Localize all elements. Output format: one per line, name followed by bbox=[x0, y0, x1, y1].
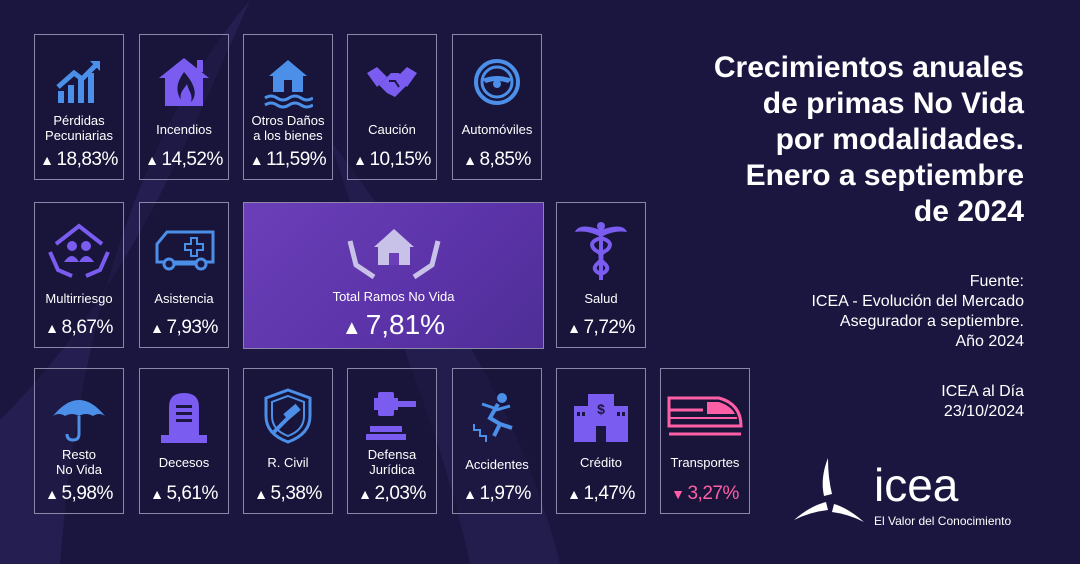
up-arrow-icon: ▲ bbox=[358, 486, 372, 502]
up-arrow-icon: ▲ bbox=[254, 486, 268, 502]
tile-label: Defensa Jurídica bbox=[367, 447, 417, 477]
house-in-hands-icon bbox=[244, 221, 543, 285]
growth-value: ▼ 3,27% bbox=[671, 483, 739, 504]
up-arrow-icon: ▲ bbox=[341, 317, 362, 339]
up-arrow-icon: ▲ bbox=[150, 320, 164, 336]
growth-value: ▲ 8,85% bbox=[463, 149, 531, 170]
caduceus-icon bbox=[557, 217, 645, 283]
tile-r-civil: R. Civil ▲ 5,38% bbox=[243, 368, 333, 514]
tile-label: Decesos bbox=[158, 455, 210, 470]
tile-label: Automóviles bbox=[461, 122, 533, 137]
shield-gavel-icon bbox=[244, 383, 332, 449]
page-title: Crecimientos anuales de primas No Vida p… bbox=[713, 51, 1024, 228]
publication-date: ICEA al Día 23/10/2024 bbox=[941, 383, 1024, 420]
total-label: Total Ramos No Vida bbox=[332, 289, 455, 304]
growth-value: ▲ 5,38% bbox=[254, 483, 322, 504]
up-arrow-icon: ▲ bbox=[463, 152, 477, 168]
logo-tagline: El Valor del Conocimiento bbox=[874, 514, 1012, 528]
tile-decesos: Decesos ▲ 5,61% bbox=[139, 368, 229, 514]
tile-label: Crédito bbox=[580, 455, 622, 470]
house-flood-icon bbox=[244, 49, 332, 115]
down-arrow-icon: ▼ bbox=[671, 486, 685, 502]
up-arrow-icon: ▲ bbox=[567, 320, 581, 336]
tile-label: Pérdidas Pecuniarias bbox=[45, 113, 113, 143]
tile-incendios: Incendios ▲ 14,52% bbox=[139, 34, 229, 180]
tile-otros-danos: Otros Daños a los bienes ▲ 11,59% bbox=[243, 34, 333, 180]
family-in-hands-icon bbox=[35, 217, 123, 283]
tile-defensa-juridica: Defensa Jurídica ▲ 2,03% bbox=[347, 368, 437, 514]
steering-wheel-icon bbox=[453, 49, 541, 115]
gavel-icon bbox=[348, 383, 436, 449]
growth-chart-icon bbox=[35, 49, 123, 115]
tile-salud: Salud ▲ 7,72% bbox=[556, 202, 646, 348]
growth-value: ▲ 1,97% bbox=[463, 483, 531, 504]
up-arrow-icon: ▲ bbox=[145, 152, 159, 168]
tile-label: Resto No Vida bbox=[55, 447, 102, 477]
tile-label: Salud bbox=[584, 291, 618, 306]
growth-value: ▲ 10,15% bbox=[353, 149, 431, 170]
tile-asistencia: Asistencia ▲ 7,93% bbox=[139, 202, 229, 348]
umbrella-icon bbox=[35, 383, 123, 449]
up-arrow-icon: ▲ bbox=[150, 486, 164, 502]
up-arrow-icon: ▲ bbox=[45, 486, 59, 502]
falling-person-icon bbox=[453, 383, 541, 449]
tile-credito: $ Crédito ▲ 1,47% bbox=[556, 368, 646, 514]
tile-caucion: Caución ▲ 10,15% bbox=[347, 34, 437, 180]
up-arrow-icon: ▲ bbox=[249, 152, 264, 168]
source-note: Fuente: ICEA - Evolución del Mercado Ase… bbox=[811, 273, 1024, 350]
tile-resto-no-vida: Resto No Vida ▲ 5,98% bbox=[34, 368, 124, 514]
tombstone-icon bbox=[140, 383, 228, 449]
tile-automoviles: Automóviles ▲ 8,85% bbox=[452, 34, 542, 180]
svg-text:$: $ bbox=[597, 401, 605, 417]
total-value: ▲ 7,81% bbox=[341, 309, 446, 340]
tile-label: Transportes bbox=[670, 455, 740, 470]
up-arrow-icon: ▲ bbox=[45, 320, 59, 336]
tile-label: Caución bbox=[368, 122, 416, 137]
tile-label: Otros Daños a los bienes bbox=[251, 113, 325, 143]
growth-value: ▲ 7,93% bbox=[150, 317, 218, 338]
logo-word: icea bbox=[874, 459, 959, 511]
bank-building-icon: $ bbox=[557, 383, 645, 449]
tile-label: Asistencia bbox=[154, 291, 214, 306]
up-arrow-icon: ▲ bbox=[567, 486, 581, 502]
growth-value: ▲ 1,47% bbox=[567, 483, 635, 504]
tile-label: Multirriesgo bbox=[45, 291, 113, 306]
tile-multirriesgo: Multirriesgo ▲ 8,67% bbox=[34, 202, 124, 348]
tile-accidentes: Accidentes ▲ 1,97% bbox=[452, 368, 542, 514]
tile-transportes: Transportes ▼ 3,27% bbox=[660, 368, 750, 514]
growth-value: ▲ 7,72% bbox=[567, 317, 635, 338]
growth-value: ▲ 8,67% bbox=[45, 317, 113, 338]
growth-value: ▲ 5,98% bbox=[45, 483, 113, 504]
up-arrow-icon: ▲ bbox=[353, 152, 367, 168]
icea-logo-mark-icon bbox=[794, 458, 864, 522]
house-fire-icon bbox=[140, 49, 228, 115]
icea-logo: icea El Valor del Conocimiento bbox=[790, 456, 1030, 536]
tile-perdidas-pecuniarias: Pérdidas Pecuniarias ▲ 18,83% bbox=[34, 34, 124, 180]
growth-value: ▲ 11,59% bbox=[249, 149, 327, 170]
up-arrow-icon: ▲ bbox=[40, 152, 54, 168]
growth-value: ▲ 5,61% bbox=[150, 483, 218, 504]
tile-label: Incendios bbox=[156, 122, 212, 137]
train-icon bbox=[661, 383, 749, 449]
tile-label: R. Civil bbox=[267, 455, 309, 470]
handshake-icon bbox=[348, 49, 436, 115]
growth-value: ▲ 18,83% bbox=[40, 149, 118, 170]
up-arrow-icon: ▲ bbox=[463, 486, 477, 502]
growth-value: ▲ 14,52% bbox=[145, 149, 223, 170]
growth-value: ▲ 2,03% bbox=[358, 483, 426, 504]
tile-total-ramos-no-vida: Total Ramos No Vida ▲ 7,81% bbox=[243, 202, 544, 349]
tile-label: Accidentes bbox=[465, 457, 529, 472]
ambulance-icon bbox=[140, 217, 228, 283]
